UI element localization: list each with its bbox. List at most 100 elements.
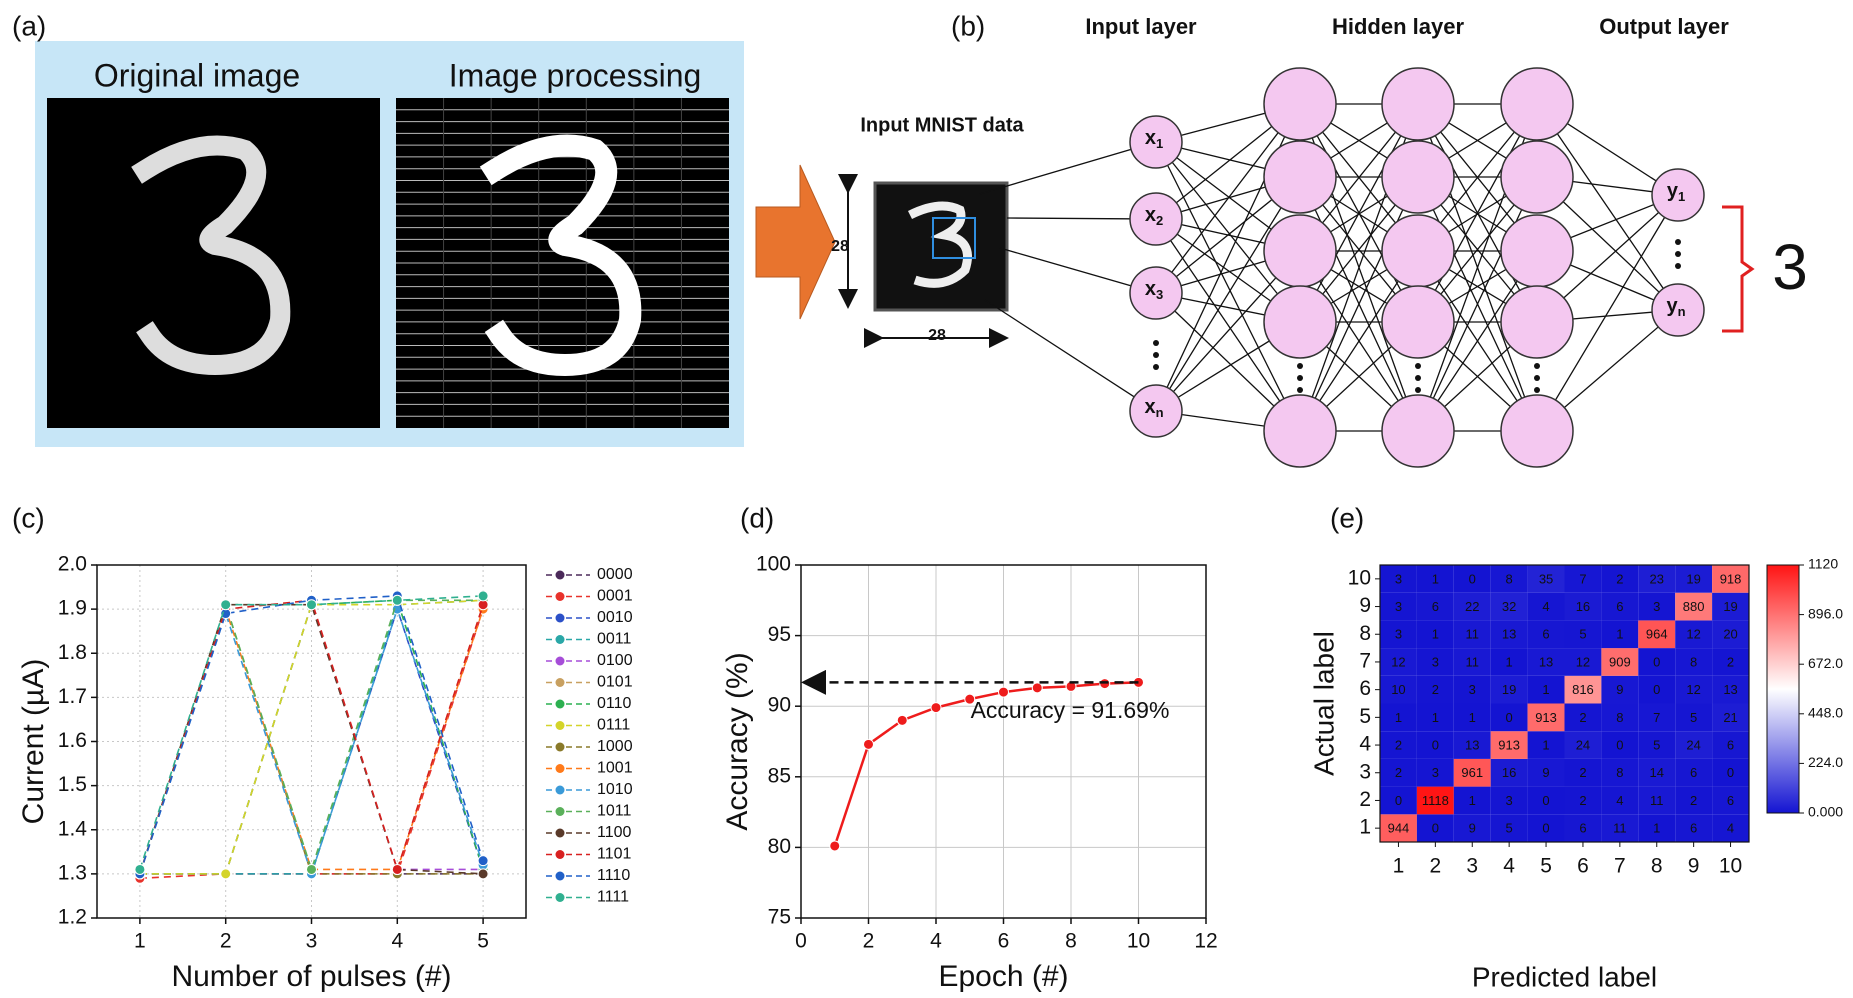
ellipsis-dot xyxy=(1415,387,1421,393)
digit-three xyxy=(131,135,291,376)
y-tick-label: 3 xyxy=(1359,760,1371,783)
x-tick-label: 0 xyxy=(795,930,807,953)
heatmap-cell xyxy=(1453,565,1491,593)
data-point xyxy=(391,863,403,875)
cell-label: 1118 xyxy=(1422,793,1449,808)
heatmap-cell xyxy=(1490,814,1528,842)
cell-label: 2 xyxy=(1395,765,1402,780)
legend-label: 1011 xyxy=(597,803,632,820)
heatmap-cell xyxy=(1380,565,1417,593)
cell-label: 1 xyxy=(1616,627,1623,642)
heatmap-cell xyxy=(1712,675,1749,704)
cell-label: 1 xyxy=(1395,710,1402,725)
heatmap-cell xyxy=(1416,648,1454,676)
heatmap-cell xyxy=(1601,565,1639,593)
network-edge xyxy=(1155,141,1301,432)
cell-label: 1 xyxy=(1469,710,1476,725)
network-edge xyxy=(1155,141,1301,323)
cell-label: 19 xyxy=(1502,682,1516,697)
heatmap-cell xyxy=(1527,592,1565,621)
heatmap-cell xyxy=(1601,786,1639,815)
heatmap-cell xyxy=(1380,758,1417,787)
y-tick-label: 1.6 xyxy=(58,729,87,752)
cell-label: 3 xyxy=(1653,599,1660,614)
label-sub: 3 xyxy=(1156,287,1163,302)
cell-label: 22 xyxy=(1465,599,1479,614)
heatmap-cell xyxy=(1675,565,1713,593)
panel-label: (a) xyxy=(12,10,46,41)
x-axis-title: Epoch (#) xyxy=(938,960,1068,993)
legend-label: 1100 xyxy=(597,824,632,841)
x-tick-label: 8 xyxy=(1065,930,1077,953)
network-edge xyxy=(999,247,1157,294)
ellipsis-dot xyxy=(1534,375,1540,381)
heatmap-cell xyxy=(1675,814,1713,842)
ellipsis-dot xyxy=(1675,251,1681,257)
cell-label: 3 xyxy=(1395,627,1402,642)
output-bracket xyxy=(1722,205,1755,333)
colorbar-tick-label: 0.000 xyxy=(1808,804,1843,820)
cell-label: 24 xyxy=(1576,737,1590,752)
y-axis-title: Accuracy (%) xyxy=(721,652,754,830)
label-main: x xyxy=(1145,127,1156,149)
cell-label: 1 xyxy=(1653,821,1660,836)
heatmap-cell xyxy=(1490,731,1528,759)
ellipsis-dot xyxy=(1534,363,1540,369)
ellipsis-dot xyxy=(1153,364,1159,370)
x-tick-label: 5 xyxy=(1540,855,1552,878)
label-sub: 2 xyxy=(1156,213,1163,228)
cell-label: 0 xyxy=(1727,765,1734,780)
label-main: y xyxy=(1666,295,1678,317)
label-main: x xyxy=(1144,396,1155,418)
heatmap-cell xyxy=(1490,786,1528,815)
cell-label: 0 xyxy=(1432,821,1439,836)
neuron-label: x2 xyxy=(1145,204,1163,228)
heatmap-cell xyxy=(1490,592,1528,621)
heatmap-cell xyxy=(1638,814,1676,842)
heatmap-cell xyxy=(1380,592,1417,621)
legend-marker xyxy=(555,742,565,752)
neuron xyxy=(1500,285,1574,359)
cell-label: 1 xyxy=(1506,654,1513,669)
cell-label: 6 xyxy=(1727,737,1734,752)
x-tick-label: 2 xyxy=(220,930,232,953)
cell-label: 9 xyxy=(1469,821,1476,836)
cell-label: 10 xyxy=(1391,682,1405,697)
heatmap-cell xyxy=(1453,731,1491,759)
data-point xyxy=(306,599,317,611)
cell-label: 8 xyxy=(1506,571,1513,586)
cell-label: 6 xyxy=(1727,793,1734,808)
cell-label: 12 xyxy=(1391,654,1405,669)
ellipsis-dot xyxy=(1675,239,1681,245)
x-tick-label: 2 xyxy=(863,930,875,953)
cell-label: 21 xyxy=(1723,710,1737,725)
data-point xyxy=(477,855,489,867)
y-tick-label: 85 xyxy=(768,764,791,787)
cell-label: 3 xyxy=(1432,765,1439,780)
y-axis-title: Actual label xyxy=(1308,631,1339,776)
neuron xyxy=(1129,384,1183,438)
layer-title: Output layer xyxy=(1599,14,1729,39)
y-tick-label: 75 xyxy=(768,906,791,929)
legend-label: 1000 xyxy=(597,738,633,755)
ellipsis-dot xyxy=(1153,352,1159,358)
legend-marker xyxy=(555,828,565,838)
heatmap-cell xyxy=(1564,758,1602,787)
y-axis-title: Current (µA) xyxy=(17,659,50,825)
heatmap-cell xyxy=(1564,675,1602,704)
legend-marker xyxy=(555,613,565,623)
heatmap-cell xyxy=(1601,648,1639,676)
cell-label: 1 xyxy=(1469,793,1476,808)
legend-label: 0111 xyxy=(597,717,630,734)
legend-label: 0000 xyxy=(597,566,633,583)
cell-label: 913 xyxy=(1498,737,1520,752)
heatmap-cell xyxy=(1416,731,1454,759)
cell-label: 6 xyxy=(1616,599,1623,614)
cell-label: 1 xyxy=(1542,737,1549,752)
data-point xyxy=(964,693,976,705)
cell-label: 2 xyxy=(1727,654,1734,669)
heatmap-cell xyxy=(1712,703,1749,732)
data-point xyxy=(477,590,489,602)
cell-label: 11 xyxy=(1650,793,1664,808)
heatmap-cell xyxy=(1453,675,1491,704)
